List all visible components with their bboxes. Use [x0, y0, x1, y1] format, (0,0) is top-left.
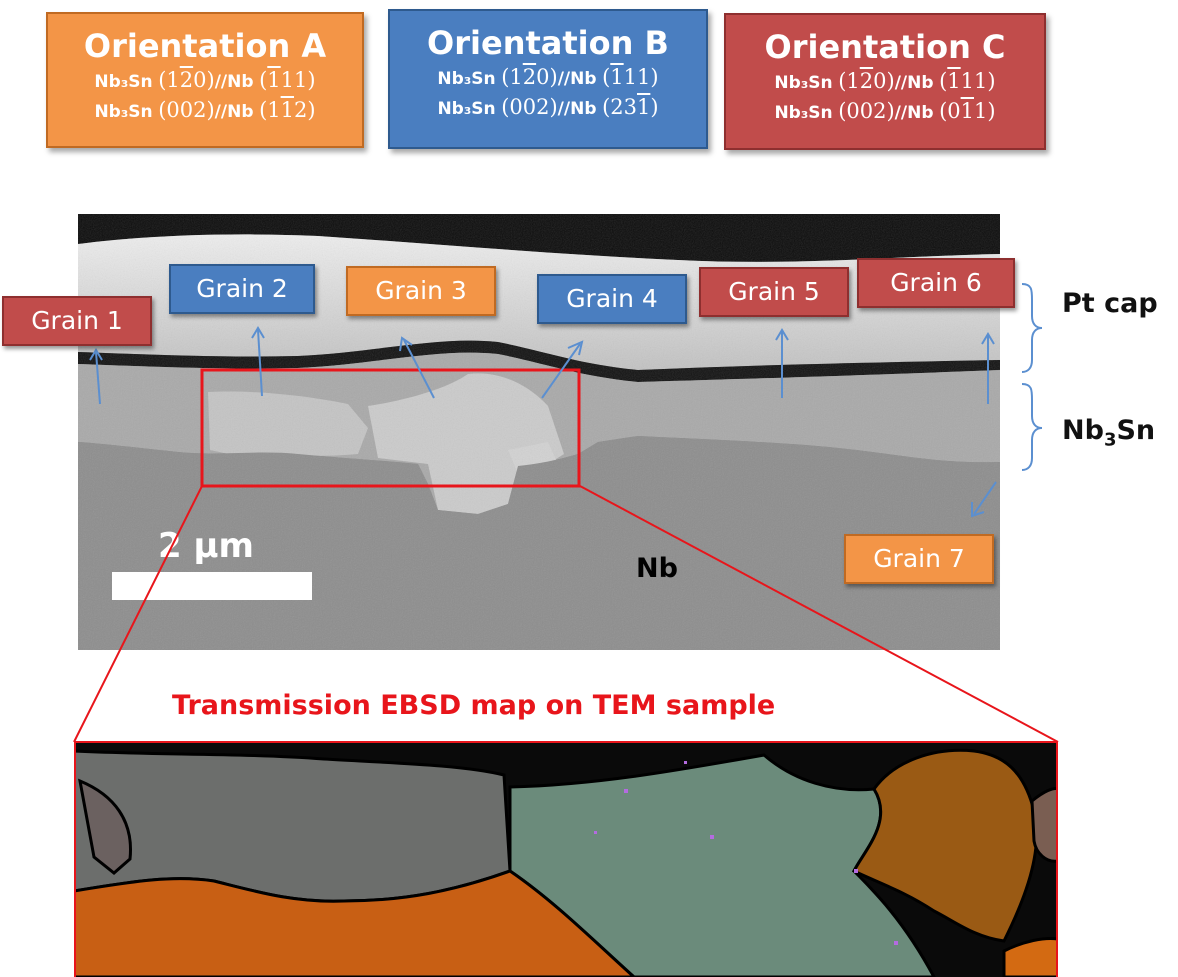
- orientation-b-title: Orientation B: [427, 24, 669, 62]
- orientation-a-line-2: Nb₃Sn (002)//Nb (112): [94, 98, 316, 122]
- ebsd-grain-taupe: [1030, 787, 1058, 863]
- orientation-a-box: Orientation A Nb₃Sn (120)//Nb (111) Nb₃S…: [46, 12, 364, 148]
- layer-braces: [1021, 283, 1043, 471]
- nb-label: Nb: [636, 553, 678, 584]
- orientation-b-line-1: Nb₃Sn (120)//Nb (111): [437, 65, 659, 89]
- grain-arrows: [89, 326, 997, 518]
- orientation-c-line-1: Nb₃Sn (120)//Nb (111): [774, 69, 996, 93]
- grain-6-label: Grain 6: [857, 258, 1015, 308]
- grain-7-label: Grain 7: [844, 534, 994, 584]
- ebsd-frame: [74, 741, 1058, 977]
- orientation-c-box: Orientation C Nb₃Sn (120)//Nb (111) Nb₃S…: [724, 13, 1046, 150]
- nb3sn-label: Nb3Sn: [1062, 415, 1156, 451]
- pt-cap-label: Pt cap: [1062, 288, 1158, 319]
- grain-5-label: Grain 5: [699, 267, 849, 317]
- orientation-c-title: Orientation C: [764, 28, 1006, 66]
- ebsd-map-title: Transmission EBSD map on TEM sample: [172, 690, 776, 721]
- grain-4-label: Grain 4: [537, 274, 687, 324]
- highlight-box: [200, 368, 581, 488]
- grain-3-label: Grain 3: [346, 266, 496, 316]
- ebsd-grain-orange-right: [1002, 937, 1058, 977]
- ebsd-grain-orange: [74, 869, 637, 977]
- ebsd-noise-pixels: [594, 761, 898, 945]
- orientation-b-line-2: Nb₃Sn (002)//Nb (231): [437, 95, 659, 119]
- ebsd-grain-grey-small: [78, 778, 133, 875]
- orientation-c-line-2: Nb₃Sn (002)//Nb (011): [774, 99, 996, 123]
- grain-1-label: Grain 1: [2, 296, 152, 346]
- ebsd-map: [74, 741, 1058, 977]
- orientation-b-box: Orientation B Nb₃Sn (120)//Nb (111) Nb₃S…: [388, 9, 708, 149]
- scale-bar-label: 2 μm: [158, 526, 254, 566]
- orientation-a-title: Orientation A: [83, 27, 327, 65]
- orientation-a-line-1: Nb₃Sn (120)//Nb (111): [94, 68, 316, 92]
- grain-2-label: Grain 2: [169, 264, 315, 314]
- scale-bar: [112, 572, 312, 600]
